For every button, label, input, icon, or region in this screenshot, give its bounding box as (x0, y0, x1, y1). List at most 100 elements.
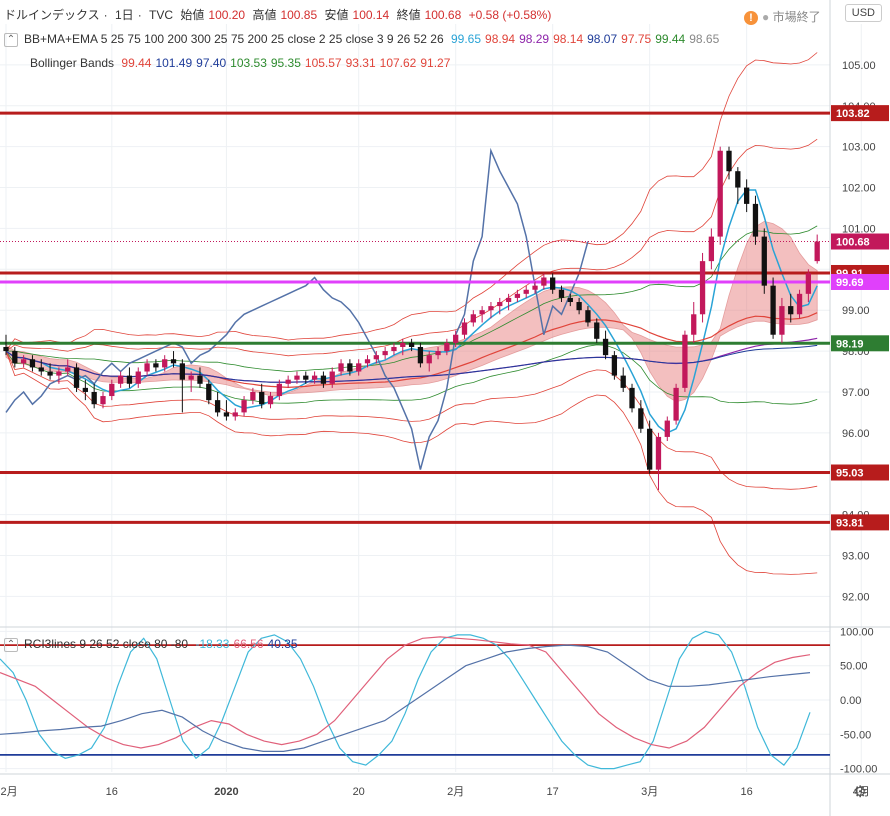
collapse-icon[interactable]: ⌃ (4, 32, 18, 47)
price-label: 98.19 (836, 338, 864, 350)
y-tick-label: 93.00 (842, 550, 870, 562)
bollinger-upper-3sd (5, 52, 818, 352)
indicator-value: 98.29 (519, 32, 550, 46)
y-tick-label: 97.00 (842, 387, 870, 399)
candle (620, 375, 626, 388)
candle (382, 351, 388, 356)
price-label-bg (831, 273, 889, 290)
indicator-bbmaema-legend[interactable]: ⌃ BB+MA+EMA 5 25 75 100 200 300 25 75 200… (4, 32, 719, 47)
candle (56, 371, 62, 376)
collapse-icon[interactable]: ⌃ (4, 637, 18, 652)
price-label-bg (831, 464, 889, 481)
symbol-name[interactable]: ドルインデックス (4, 8, 100, 22)
candle (408, 342, 415, 347)
indicator-values: -18.33 66.56 40.35 (191, 637, 297, 651)
candle (532, 285, 538, 290)
indicator-value: 97.40 (196, 56, 227, 70)
candle (682, 334, 688, 388)
candle (744, 187, 750, 204)
candle (708, 236, 715, 262)
candle (232, 412, 238, 417)
candle (717, 150, 723, 237)
candle (576, 302, 582, 311)
y-tick-label: 103.00 (842, 142, 876, 154)
candle (779, 306, 785, 335)
candle (241, 400, 247, 413)
y-tick-label: 99.00 (842, 305, 870, 317)
rci-line-52 (0, 644, 811, 752)
rci-tick-label: 0.00 (840, 695, 861, 707)
indicator-name: RCI3lines 9 26 52 close 80 -80 (24, 637, 189, 651)
candle (206, 383, 212, 401)
currency-button[interactable]: USD (844, 4, 882, 22)
candle (179, 363, 185, 380)
indicator-value: 93.31 (345, 56, 376, 70)
indicator-values: 99.65 98.94 98.29 98.14 98.07 97.75 99.44 98.65 (447, 32, 719, 46)
candle (655, 436, 662, 470)
candle (373, 355, 379, 360)
candle (550, 277, 556, 290)
low-value: 100.14 (352, 8, 390, 22)
candle (135, 371, 141, 384)
indicator-value: 99.44 (655, 32, 686, 46)
candle (488, 306, 494, 311)
indicator-name: Bollinger Bands (30, 56, 115, 70)
market-dot-icon: ● (762, 10, 770, 24)
candle (505, 297, 512, 303)
indicator-name: BB+MA+EMA 5 25 75 100 200 300 25 75 200 … (24, 32, 444, 46)
candle (250, 391, 256, 401)
price-label-bg (831, 514, 889, 531)
candle (567, 297, 573, 303)
low-label: 安値 (324, 8, 349, 22)
price-label: 93.81 (836, 517, 864, 529)
indicator-rci-legend[interactable]: ⌃ RCI3lines 9 26 52 close 80 -80 -18.33 66… (4, 637, 298, 652)
candle (461, 322, 468, 335)
change-value: +0.58 (+0.58%) (468, 8, 552, 22)
data-source: TVC (149, 8, 174, 22)
candle (647, 428, 653, 470)
candle (82, 387, 88, 392)
candle (109, 383, 115, 397)
market-status[interactable]: ! ● 市場終了 (744, 8, 821, 25)
candle (400, 342, 406, 347)
warning-icon[interactable]: ! (744, 11, 758, 25)
indicator-value: 101.49 (155, 56, 193, 70)
candle (29, 359, 36, 368)
candle (391, 346, 397, 352)
candle (170, 359, 177, 364)
indicator-value: 99.65 (451, 32, 482, 46)
rci-line-9 (0, 630, 811, 770)
settings-gear-icon[interactable]: ⚙ (853, 784, 868, 801)
candle (558, 289, 565, 298)
x-tick-label: 17 (547, 786, 559, 798)
indicator-value: 66.56 (233, 637, 264, 651)
candle (735, 171, 741, 188)
lagging-span-line (5, 147, 589, 470)
candle (470, 314, 476, 323)
candle (223, 412, 230, 417)
price-label: 95.03 (836, 468, 864, 480)
indicator-value: 91.27 (420, 56, 451, 70)
candle (188, 375, 194, 380)
interval[interactable]: 1日 (115, 8, 134, 22)
indicator-bollinger-legend[interactable]: Bollinger Bands 99.44 101.49 97.40 103.53 95… (30, 56, 450, 70)
indicator-value: 105.57 (304, 56, 342, 70)
open-value: 100.20 (208, 8, 246, 22)
candle (611, 355, 618, 376)
chart-header: ドルインデックス · 1日 · TVC 始値 100.20 高値 100.85 安値 10… (4, 8, 552, 22)
candle (594, 322, 600, 339)
candle (259, 391, 265, 405)
candle (752, 203, 759, 237)
candle (303, 375, 309, 380)
candle (65, 367, 71, 372)
candle (691, 314, 697, 335)
bollinger-lower-2sd (5, 350, 818, 490)
bollinger-upper-1sd (6, 225, 818, 373)
x-tick-label: 12月 (0, 786, 18, 798)
candle (320, 375, 327, 384)
x-tick-label: 20 (353, 786, 365, 798)
candle (73, 367, 80, 388)
candle (444, 342, 450, 352)
